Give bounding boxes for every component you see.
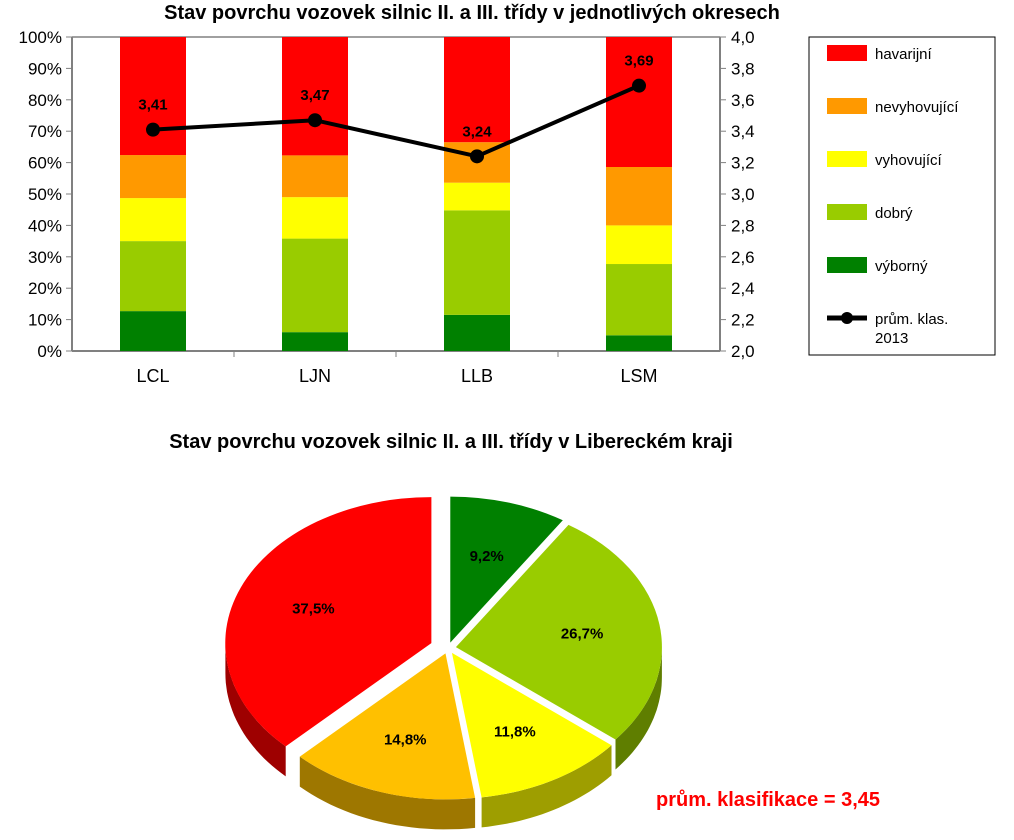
- legend-box: [808, 36, 996, 356]
- pie-chart-title: Stav povrchu vozovek silnic II. a III. t…: [169, 431, 733, 453]
- right-axis-tick-label: 3,2: [731, 154, 755, 173]
- bar-chart-legend: havarijní nevyhovující vyhovující dobrý výbo…: [808, 36, 996, 356]
- left-axis-tick-label: 40%: [28, 216, 62, 235]
- average-classification-point: [632, 78, 646, 93]
- pie-slice-data-label: 11,8%: [494, 724, 536, 741]
- pie-slice-výborný: [450, 496, 563, 643]
- bar-segment-výborný: [606, 335, 672, 351]
- left-axis-tick-label: 100%: [19, 28, 62, 47]
- pie-slice-data-label: 37,5%: [292, 600, 335, 617]
- right-axis-tick-label: 3,6: [731, 91, 755, 110]
- average-classification-line: [152, 83, 640, 159]
- legend-swatch-vyhovující: [827, 151, 867, 167]
- left-axis-tick-label: 0%: [37, 342, 62, 361]
- pie-slice-side-havarijní: [225, 643, 286, 777]
- left-axis-tick-label: 50%: [28, 185, 62, 204]
- pie-slice-nevyhovující: [299, 653, 476, 800]
- bar-segment-nevyhovující: [606, 166, 672, 226]
- legend-label: havarijní: [875, 46, 933, 63]
- bar-segment-dobrý: [444, 210, 510, 315]
- right-axis-tick-label: 2,6: [731, 248, 755, 267]
- pie-chart: 9,2% 26,7% 11,8% 14,8% 37,5%: [225, 496, 662, 830]
- right-axis-tick-label: 4,0: [731, 28, 755, 47]
- right-axis-tick-label: 2,0: [731, 342, 755, 361]
- left-axis-tick-label: 30%: [28, 248, 62, 267]
- average-classification-data-label: 3,24: [462, 123, 492, 140]
- legend-line-marker: [841, 312, 853, 324]
- pie-slice-dobrý: [455, 524, 662, 740]
- x-axis-category-label: LLB: [461, 366, 493, 386]
- average-classification-note: prům. klasifikace = 3,45: [656, 789, 880, 811]
- x-axis-category-label: LJN: [299, 366, 331, 386]
- average-classification-point: [146, 122, 160, 137]
- legend-label: vyhovující: [875, 152, 943, 169]
- left-axis-tick-label: 10%: [28, 311, 62, 330]
- bar-segment-vyhovující: [120, 198, 186, 242]
- right-axis-tick-label: 3,8: [731, 59, 755, 78]
- pie-slice-havarijní: [225, 497, 432, 747]
- average-classification-data-label: 3,41: [138, 97, 167, 114]
- legend-label: prům. klas.: [875, 311, 948, 328]
- left-axis-tick-label: 20%: [28, 279, 62, 298]
- right-axis-tick-label: 3,0: [731, 185, 755, 204]
- bar-segment-výborný: [120, 311, 186, 351]
- bar-segment-vyhovující: [606, 225, 672, 265]
- left-axis-tick-label: 80%: [28, 91, 62, 110]
- average-classification-data-label: 3,69: [624, 53, 653, 70]
- left-axis-tick-label: 90%: [28, 59, 62, 78]
- average-classification-point: [470, 149, 484, 164]
- bar-segment-havarijní: [444, 37, 510, 143]
- legend-label: 2013: [875, 330, 908, 347]
- pie-slice-side-vyhovující: [481, 745, 612, 828]
- bar-segment-dobrý: [606, 264, 672, 336]
- pie-slice-data-label: 26,7%: [561, 625, 604, 642]
- legend-swatch-výborný: [827, 257, 867, 273]
- pie-slice-data-label: 14,8%: [384, 731, 427, 748]
- right-axis-tick-label: 2,2: [731, 311, 755, 330]
- bar-segment-nevyhovující: [120, 155, 186, 199]
- pie-slice-data-label: 9,2%: [470, 548, 504, 565]
- left-axis-tick-label: 70%: [28, 122, 62, 141]
- legend-label: dobrý: [875, 205, 913, 222]
- bar-segment-výborný: [282, 332, 348, 351]
- bar-segment-havarijní: [282, 37, 348, 156]
- legend-swatch-dobrý: [827, 204, 867, 220]
- bar-segment-dobrý: [120, 241, 186, 312]
- bar-segment-dobrý: [282, 238, 348, 333]
- pie-slice-vyhovující: [451, 652, 612, 798]
- bar-segment-nevyhovující: [282, 155, 348, 198]
- right-axis-tick-label: 2,4: [731, 279, 755, 298]
- legend-swatch-havarijní: [827, 45, 867, 61]
- average-classification-data-label: 3,47: [300, 87, 329, 104]
- bar-plot-area: 0% 10% 20% 30% 40% 50% 60% 70% 80% 90% 100% 2,0 2,2 2…: [19, 28, 755, 386]
- bar-segment-vyhovující: [444, 182, 510, 211]
- average-classification-point: [308, 113, 322, 128]
- pie-slice-side-dobrý: [615, 647, 662, 770]
- bar-segment-vyhovující: [282, 197, 348, 239]
- legend-label: nevyhovující: [875, 99, 959, 116]
- x-axis-category-label: LSM: [620, 366, 657, 386]
- legend-swatch-nevyhovující: [827, 98, 867, 114]
- legend-label: výborný: [875, 258, 928, 275]
- right-axis-tick-label: 3,4: [731, 122, 755, 141]
- bar-segment-havarijní: [606, 37, 672, 167]
- pie-slice-side-nevyhovující: [299, 756, 476, 830]
- x-axis-category-label: LCL: [136, 366, 169, 386]
- bar-chart-title: Stav povrchu vozovek silnic II. a III. t…: [164, 2, 780, 24]
- left-axis-tick-label: 60%: [28, 154, 62, 173]
- right-axis-tick-label: 2,8: [731, 216, 755, 235]
- bar-segment-výborný: [444, 314, 510, 351]
